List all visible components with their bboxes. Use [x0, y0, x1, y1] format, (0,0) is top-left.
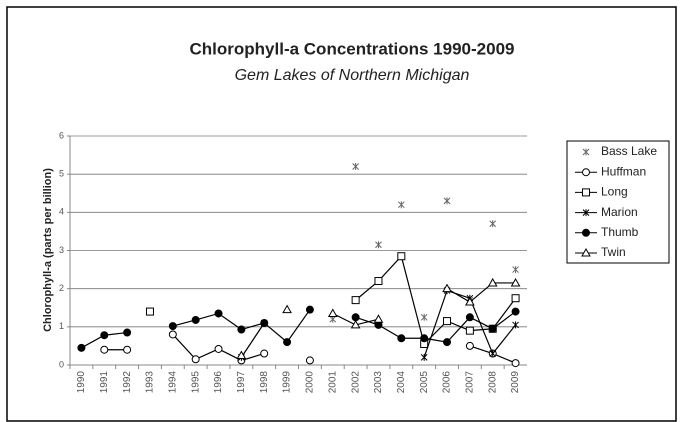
y-tick-label: 1: [59, 321, 64, 331]
legend-label: Thumb: [601, 225, 639, 239]
marker: [282, 304, 292, 314]
x-tick-label: 2006: [442, 371, 453, 394]
y-tick-label: 3: [59, 245, 64, 255]
legend-label: Long: [601, 185, 628, 199]
marker: [511, 307, 520, 316]
marker: [465, 313, 474, 322]
marker: [489, 350, 497, 358]
marker: [373, 314, 384, 323]
marker: [305, 305, 314, 314]
marker: [100, 345, 109, 354]
marker: [100, 331, 109, 340]
x-tick-label: 2003: [373, 371, 384, 394]
marker: [581, 247, 591, 257]
x-tick-label: 2002: [350, 371, 361, 394]
x-tick-label: 2004: [396, 371, 407, 394]
marker: [214, 309, 223, 318]
marker: [77, 343, 86, 352]
marker: [123, 328, 132, 337]
marker: [510, 277, 521, 287]
marker: [512, 266, 519, 274]
marker: [350, 319, 361, 329]
x-tick-label: 1996: [213, 371, 224, 394]
marker: [397, 252, 406, 261]
legend-label: Marion: [601, 205, 638, 219]
x-tick-label: 1997: [236, 371, 247, 394]
marker: [260, 319, 269, 328]
marker: [420, 313, 428, 321]
marker: [283, 338, 292, 347]
legend-label: Twin: [601, 245, 626, 259]
marker: [511, 359, 520, 368]
legend-box: [566, 140, 670, 264]
marker: [145, 307, 154, 316]
marker: [352, 163, 359, 171]
x-tick-label: 1995: [190, 371, 201, 394]
marker: [374, 277, 383, 286]
chart-subtitle: Gem Lakes of Northern Michigan: [235, 67, 470, 84]
marker: [443, 197, 451, 205]
marker: [582, 148, 590, 156]
x-tick-label: 2008: [487, 371, 498, 394]
y-tick-label: 0: [59, 359, 64, 369]
x-tick-label: 1999: [282, 371, 293, 394]
marker: [582, 168, 590, 177]
x-tick-label: 2001: [327, 371, 338, 394]
marker: [465, 326, 474, 335]
marker: [582, 188, 590, 197]
marker: [465, 341, 474, 350]
legend-label: Bass Lake: [601, 144, 657, 158]
marker: [512, 321, 519, 329]
marker: [420, 353, 428, 361]
marker: [123, 345, 132, 354]
marker: [191, 355, 200, 364]
marker: [443, 317, 452, 326]
marker: [397, 334, 406, 343]
marker: [168, 330, 177, 339]
marker: [236, 350, 247, 359]
marker: [487, 277, 498, 287]
marker: [442, 283, 452, 293]
x-tick-label: 1994: [167, 371, 178, 394]
x-tick-label: 1991: [99, 371, 110, 394]
x-tick-label: 1993: [145, 371, 156, 394]
marker: [237, 325, 246, 334]
marker: [489, 220, 497, 228]
marker: [214, 344, 223, 353]
marker: [375, 241, 382, 249]
marker: [351, 313, 360, 322]
x-tick-label: 1992: [122, 371, 133, 394]
marker: [191, 315, 200, 324]
y-tick-label: 6: [59, 130, 64, 140]
x-tick-label: 2000: [305, 371, 316, 394]
marker: [488, 324, 497, 333]
x-tick-label: 2005: [419, 371, 430, 394]
marker: [511, 294, 520, 303]
x-tick-label: 2007: [465, 371, 476, 394]
marker: [327, 308, 338, 317]
marker: [260, 349, 269, 358]
marker: [465, 297, 475, 306]
marker: [305, 356, 314, 365]
marker: [420, 334, 429, 343]
x-tick-label: 1990: [76, 371, 87, 394]
chart-title: Chlorophyll-a Concentrations 1990-2009: [190, 39, 515, 58]
y-tick-label: 2: [59, 283, 64, 293]
marker: [443, 338, 452, 347]
x-tick-label: 1998: [259, 371, 270, 394]
marker: [582, 228, 590, 237]
y-tick-label: 5: [59, 169, 64, 179]
y-tick-label: 4: [59, 207, 64, 217]
chart-border: [6, 6, 677, 422]
marker: [582, 209, 590, 217]
marker: [168, 322, 177, 331]
y-axis-label: Chlorophyll-a (parts per billion): [42, 168, 54, 332]
legend-label: Huffman: [601, 164, 646, 178]
x-tick-label: 2009: [510, 371, 521, 394]
marker: [397, 201, 405, 209]
marker: [351, 296, 360, 305]
